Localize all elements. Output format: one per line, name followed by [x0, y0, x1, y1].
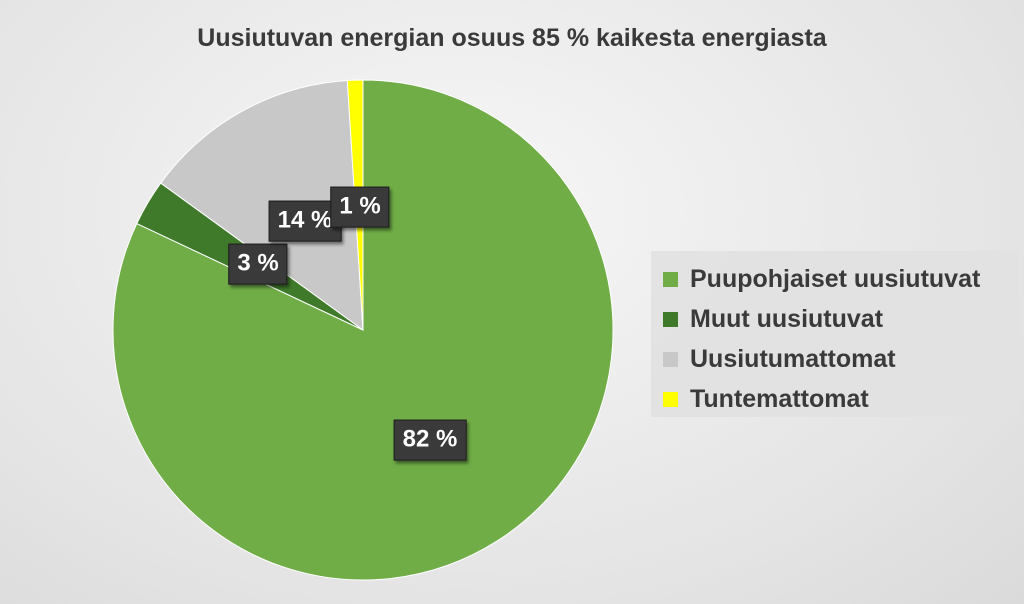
legend-label: Muut uusiutuvat [690, 304, 884, 333]
legend-item: Tuntemattomat [663, 379, 1019, 419]
data-label-3: 14 % [268, 200, 342, 242]
legend-swatch [663, 311, 678, 327]
data-label-4: 1 % [330, 186, 390, 228]
legend-swatch [663, 351, 678, 367]
legend-label: Uusiutumattomat [690, 344, 896, 373]
data-label-2: 3 % [228, 243, 288, 285]
data-label-1: 82 % [393, 419, 467, 461]
legend-swatch [663, 271, 678, 287]
legend-label: Puupohjaiset uusiutuvat [690, 264, 981, 293]
legend-label: Tuntemattomat [690, 384, 869, 413]
chart-title: Uusiutuvan energian osuus 85 % kaikesta … [197, 24, 827, 52]
legend-item: Muut uusiutuvat [663, 299, 1019, 339]
legend-item: Puupohjaiset uusiutuvat [663, 259, 1019, 299]
pie-slice-3 [160, 79, 364, 332]
legend: Puupohjaiset uusiutuvat Muut uusiutuvat Uu… [651, 251, 1019, 417]
legend-swatch [663, 391, 678, 407]
legend-item: Uusiutumattomat [663, 339, 1019, 379]
